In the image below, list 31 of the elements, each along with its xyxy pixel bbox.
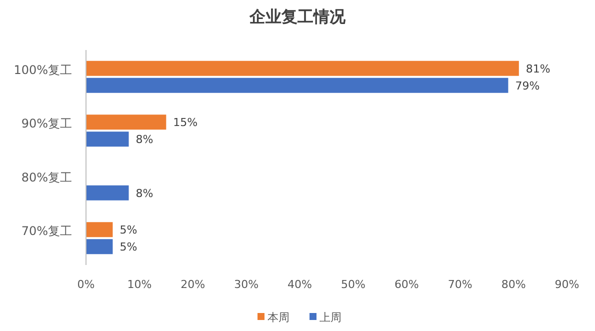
bar	[86, 132, 129, 147]
data-label: 81%	[526, 62, 550, 76]
data-label: 79%	[515, 79, 540, 92]
legend-label: 本周	[268, 311, 290, 324]
x-tick-label: 30%	[234, 278, 259, 291]
legend-label: 上周	[320, 311, 342, 324]
y-tick-label: 90%复工	[21, 116, 72, 131]
x-tick-label: 80%	[501, 278, 526, 291]
data-label: 5%	[120, 240, 138, 254]
bar	[86, 185, 129, 200]
x-tick-label: 70%	[448, 278, 472, 291]
x-tick-label: 0%	[77, 278, 95, 291]
x-tick-label: 50%	[340, 278, 366, 291]
data-label: 5%	[120, 224, 138, 237]
bar	[86, 239, 113, 254]
y-tick-label: 100%复工	[14, 62, 72, 77]
x-tick-label: 40%	[288, 278, 312, 291]
bar	[86, 78, 508, 93]
bar	[86, 60, 519, 76]
x-tick-label: 90%	[554, 278, 580, 291]
data-label: 8%	[136, 133, 154, 146]
y-tick-label: 70%复工	[21, 224, 72, 238]
data-label: 15%	[173, 116, 198, 130]
x-tick-label: 20%	[180, 278, 206, 291]
data-label: 8%	[136, 186, 154, 200]
y-tick-label: 80%复工	[21, 170, 72, 184]
chart-title: 企业复工情况	[248, 7, 346, 26]
bar	[86, 114, 166, 130]
x-tick-label: 60%	[394, 278, 419, 291]
x-tick-label: 10%	[127, 278, 152, 291]
bar	[86, 222, 113, 238]
